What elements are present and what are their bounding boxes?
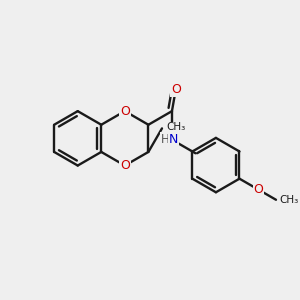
Text: N: N bbox=[169, 133, 178, 146]
Text: CH₃: CH₃ bbox=[279, 195, 298, 205]
Text: O: O bbox=[120, 159, 130, 172]
Text: O: O bbox=[254, 183, 263, 196]
Text: H: H bbox=[161, 133, 170, 146]
Text: O: O bbox=[171, 83, 181, 96]
Text: O: O bbox=[120, 105, 130, 118]
Text: CH₃: CH₃ bbox=[167, 122, 186, 132]
